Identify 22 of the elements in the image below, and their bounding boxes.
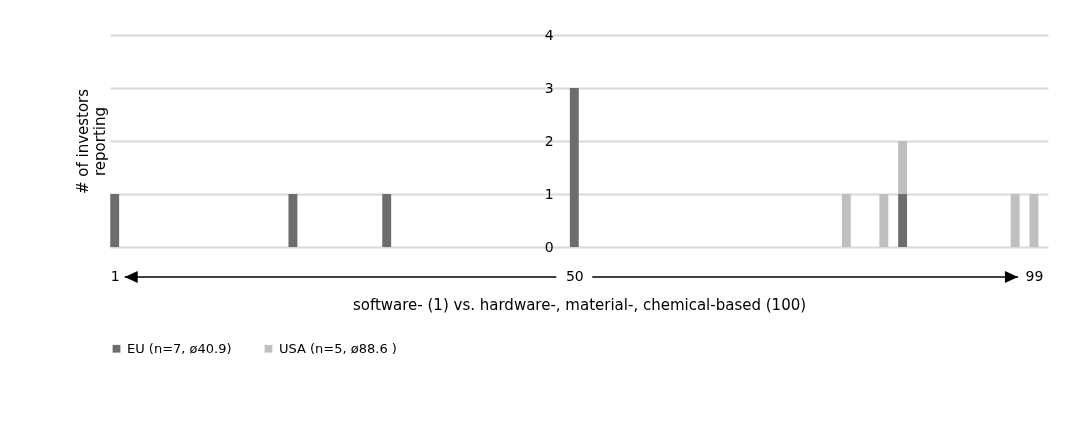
x-tick-label: 50 xyxy=(565,267,584,284)
bar xyxy=(110,194,120,247)
legend-label: USA (n=5, ø88.6 ) xyxy=(279,340,397,356)
legend-label: EU (n=7, ø40.9) xyxy=(127,340,232,356)
bar xyxy=(1010,194,1020,247)
y-tick-label: 4 xyxy=(544,26,554,43)
y-tick-label: 0 xyxy=(544,238,554,255)
bar xyxy=(841,194,851,247)
bar xyxy=(898,194,908,247)
x-tick-label: 99 xyxy=(1025,267,1044,284)
y-tick-label: 2 xyxy=(544,132,554,149)
bar xyxy=(382,194,392,247)
bar xyxy=(898,141,908,194)
bar xyxy=(569,88,579,247)
bar xyxy=(288,194,298,247)
x-axis-title: software- (1) vs. hardware-, material-, chemical-based (100) xyxy=(352,295,807,314)
bar xyxy=(879,194,889,247)
y-tick-label: 1 xyxy=(544,185,554,202)
y-tick-label: 3 xyxy=(544,79,554,96)
y-axis-title: # of investors reporting xyxy=(73,88,109,195)
x-tick-label: 1 xyxy=(110,267,120,284)
bar xyxy=(1029,194,1039,247)
